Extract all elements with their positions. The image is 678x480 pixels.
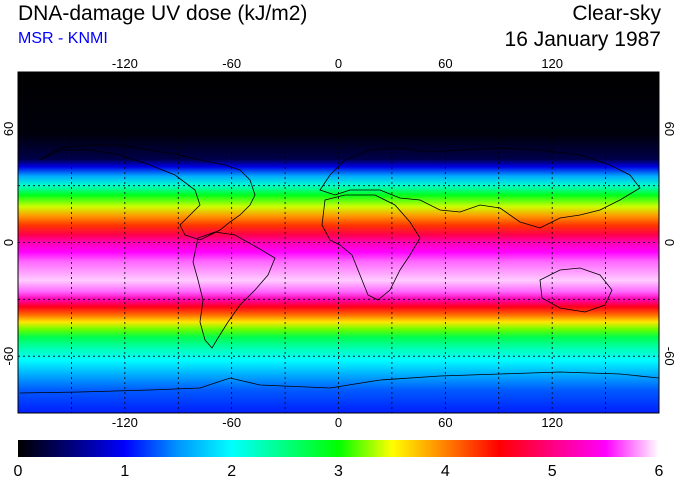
map-date: 16 January 1987 [504,28,661,51]
lat-label-left--60: -60 [1,347,16,366]
lat-label-right-0: 0 [662,239,677,246]
lon-label-bottom-120: 120 [541,415,563,430]
coastlines [19,144,659,394]
lon-label-bottom--60: -60 [222,415,241,430]
north-america-coast [39,144,256,241]
south-america-coast [192,231,276,349]
graticule [18,72,659,413]
colorbar [18,440,659,457]
colorbar-label-5: 5 [548,463,557,480]
colorbar-label-3: 3 [334,463,343,480]
lon-label-top-0: 0 [335,56,342,71]
lat-label-right-60: 60 [662,122,677,136]
map-title: DNA-damage UV dose (kJ/m2) [18,2,308,25]
lon-label-bottom-0: 0 [335,415,342,430]
lat-label-right--60: -60 [662,347,677,366]
lon-label-top--60: -60 [222,56,241,71]
data-source-label: MSR - KNMI [18,30,108,47]
colorbar-ticks: 0 1 2 3 4 5 6 [14,463,664,480]
colorbar-label-6: 6 [655,463,664,480]
colorbar-label-4: 4 [441,463,450,480]
africa-coast [321,194,421,301]
colorbar-label-1: 1 [120,463,129,480]
axis-ticks: -120 -120 -60 -60 0 0 60 60 120 120 60 60 0 0 -60 -60 [1,56,677,430]
lon-label-top--120: -120 [112,56,138,71]
colorbar-label-0: 0 [14,463,23,480]
sky-condition-label: Clear-sky [572,2,661,25]
map-frame [17,71,660,414]
lat-label-left-60: 60 [1,122,16,136]
lat-label-left-0: 0 [1,239,16,246]
lon-label-top-60: 60 [438,56,452,71]
australia-coast [539,267,613,313]
eurasia-coast [319,147,641,229]
lon-label-top-120: 120 [541,56,563,71]
colorbar-label-2: 2 [227,463,236,480]
lon-label-bottom-60: 60 [438,415,452,430]
antarctica-coast [19,371,659,394]
lon-label-bottom--120: -120 [112,415,138,430]
